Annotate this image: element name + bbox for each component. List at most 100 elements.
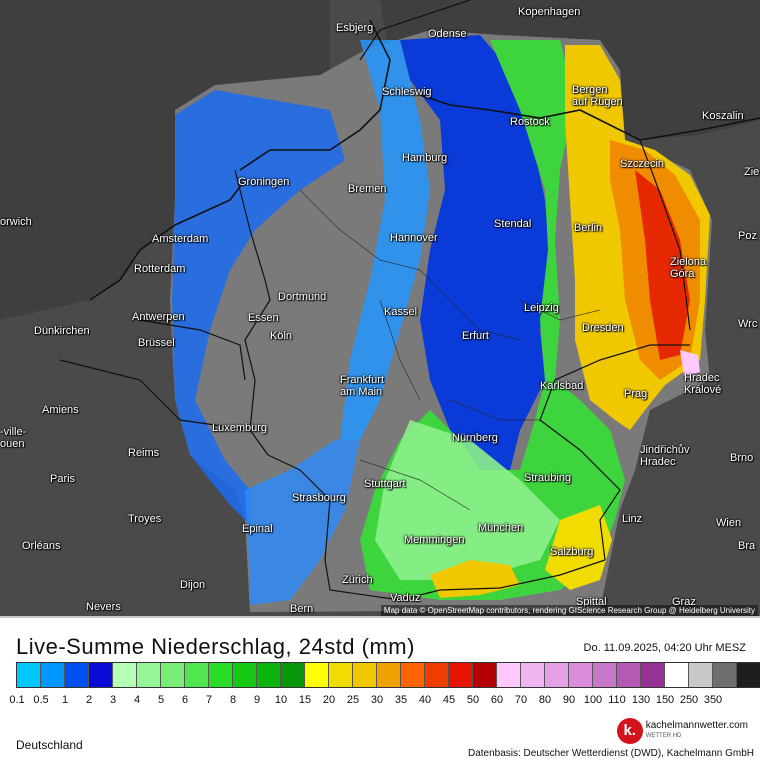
color-swatch xyxy=(521,663,545,687)
city-label: Frankfurt am Main xyxy=(340,374,385,398)
data-source: Datenbasis: Deutscher Wetterdienst (DWD)… xyxy=(467,748,754,759)
scale-tick-label: 35 xyxy=(394,694,408,706)
scale-tick-label: 7 xyxy=(205,694,213,706)
scale-tick-label: 30 xyxy=(370,694,384,706)
city-label: Zielona Góra xyxy=(670,256,707,280)
city-label: Antwerpen xyxy=(132,311,185,323)
city-label: Wrc xyxy=(738,318,758,330)
kachelmann-logo[interactable]: k. kachelmannwetter.com WETTER HD xyxy=(616,718,748,744)
color-swatch xyxy=(665,663,689,687)
color-swatch xyxy=(377,663,401,687)
city-label: Wien xyxy=(716,517,742,529)
precipitation-map: Kopenhagen Esbjerg Odense Schleswig Bergen a… xyxy=(0,0,760,616)
color-swatch xyxy=(281,663,305,687)
city-label: Köln xyxy=(270,330,293,342)
color-swatch xyxy=(545,663,569,687)
logo-sub: WETTER HD xyxy=(645,733,682,739)
color-swatch xyxy=(689,663,713,687)
logo-mark: k. xyxy=(616,718,643,744)
color-swatch xyxy=(449,663,473,687)
city-label: Erfurt xyxy=(462,330,489,342)
scale-tick-label: 150 xyxy=(655,694,675,706)
city-label: Hamburg xyxy=(402,152,448,164)
color-swatch xyxy=(641,663,665,687)
city-label: Bergen auf Rügen xyxy=(572,84,623,108)
scale-tick-label: 40 xyxy=(418,694,432,706)
city-label: Brüssel xyxy=(138,337,175,349)
color-swatch xyxy=(401,663,425,687)
city-label: Kopenhagen xyxy=(518,6,581,18)
city-label: Dünkirchen xyxy=(34,325,90,337)
precip-front-lightblue xyxy=(340,40,430,440)
color-scale xyxy=(16,662,760,688)
city-label: Paris xyxy=(50,473,76,485)
scale-tick-label: 100 xyxy=(583,694,603,706)
city-label: Poz xyxy=(738,230,757,242)
color-swatch xyxy=(89,663,113,687)
city-label: Stendal xyxy=(494,218,532,230)
city-label: Amsterdam xyxy=(152,233,209,245)
city-label: Reims xyxy=(128,447,160,459)
city-label: Hradec Králové xyxy=(684,372,722,396)
city-label: Troyes xyxy=(128,513,162,525)
city-label: Nürnberg xyxy=(452,432,498,444)
scale-tick-label: 2 xyxy=(85,694,93,706)
precip-green-light xyxy=(375,420,560,580)
city-label: Bern xyxy=(290,603,314,615)
city-label: Schleswig xyxy=(382,86,432,98)
color-swatch xyxy=(305,663,329,687)
precip-red-east xyxy=(635,170,690,360)
city-label: Stuttgart xyxy=(364,478,406,490)
color-swatch xyxy=(473,663,497,687)
city-label: Linz xyxy=(622,513,643,525)
city-label: Szczecin xyxy=(620,158,665,170)
city-label: Zie xyxy=(744,166,760,178)
scale-tick-label: 8 xyxy=(229,694,237,706)
city-label: Vaduz xyxy=(390,592,421,604)
color-swatch xyxy=(233,663,257,687)
scale-tick-label: 20 xyxy=(322,694,336,706)
color-swatch xyxy=(329,663,353,687)
map-layers xyxy=(0,0,760,612)
scale-tick-label: 130 xyxy=(631,694,651,706)
country-borders xyxy=(59,0,691,601)
scale-tick-label: 45 xyxy=(442,694,456,706)
color-swatch xyxy=(209,663,233,687)
scale-tick-label: 250 xyxy=(679,694,699,706)
color-scale-labels: 0.1 0.5 1 2 3 4 5 6 7 8 9 10 15 20 25 30 35 40 45 50 60 70 80 9… xyxy=(0,694,760,708)
city-label: Karlsbad xyxy=(540,380,584,392)
color-swatch xyxy=(17,663,41,687)
color-swatch xyxy=(593,663,617,687)
scale-tick-label: 0.1 xyxy=(9,694,25,706)
color-swatch xyxy=(257,663,281,687)
city-label: Leipzig xyxy=(524,302,559,314)
precip-yellow-south xyxy=(545,505,612,590)
legend-timestamp: Do. 11.09.2025, 04:20 Uhr MESZ xyxy=(583,642,746,654)
color-swatch xyxy=(497,663,521,687)
city-label: Hannover xyxy=(390,232,438,244)
scale-tick-label: 15 xyxy=(298,694,312,706)
city-label: Essen xyxy=(248,312,279,324)
state-borders xyxy=(299,189,601,511)
logo-name: kachelmannwetter.com xyxy=(645,720,748,731)
city-label: Brno xyxy=(730,452,754,464)
color-swatch xyxy=(161,663,185,687)
scale-tick-label: 110 xyxy=(608,694,626,706)
city-label: München xyxy=(478,522,524,534)
scale-tick-label: 5 xyxy=(157,694,165,706)
color-swatch xyxy=(737,663,760,687)
city-label: Orléans xyxy=(22,540,61,552)
scale-tick-label: 25 xyxy=(346,694,360,706)
city-label: Memmingen xyxy=(404,534,465,546)
scale-tick-label: 9 xyxy=(253,694,261,706)
precip-pink-spot xyxy=(680,350,700,376)
scale-tick-label: 90 xyxy=(562,694,576,706)
scale-tick-label: 80 xyxy=(538,694,552,706)
scale-tick-label: 350 xyxy=(703,694,723,706)
scale-tick-label: 1 xyxy=(61,694,69,706)
logo-text: kachelmannwetter.com WETTER HD xyxy=(646,721,748,741)
city-label: Dortmund xyxy=(278,291,327,303)
city-label: Esbjerg xyxy=(336,22,374,34)
city-label: Koszalin xyxy=(702,110,744,122)
precip-front-blue xyxy=(400,35,550,470)
